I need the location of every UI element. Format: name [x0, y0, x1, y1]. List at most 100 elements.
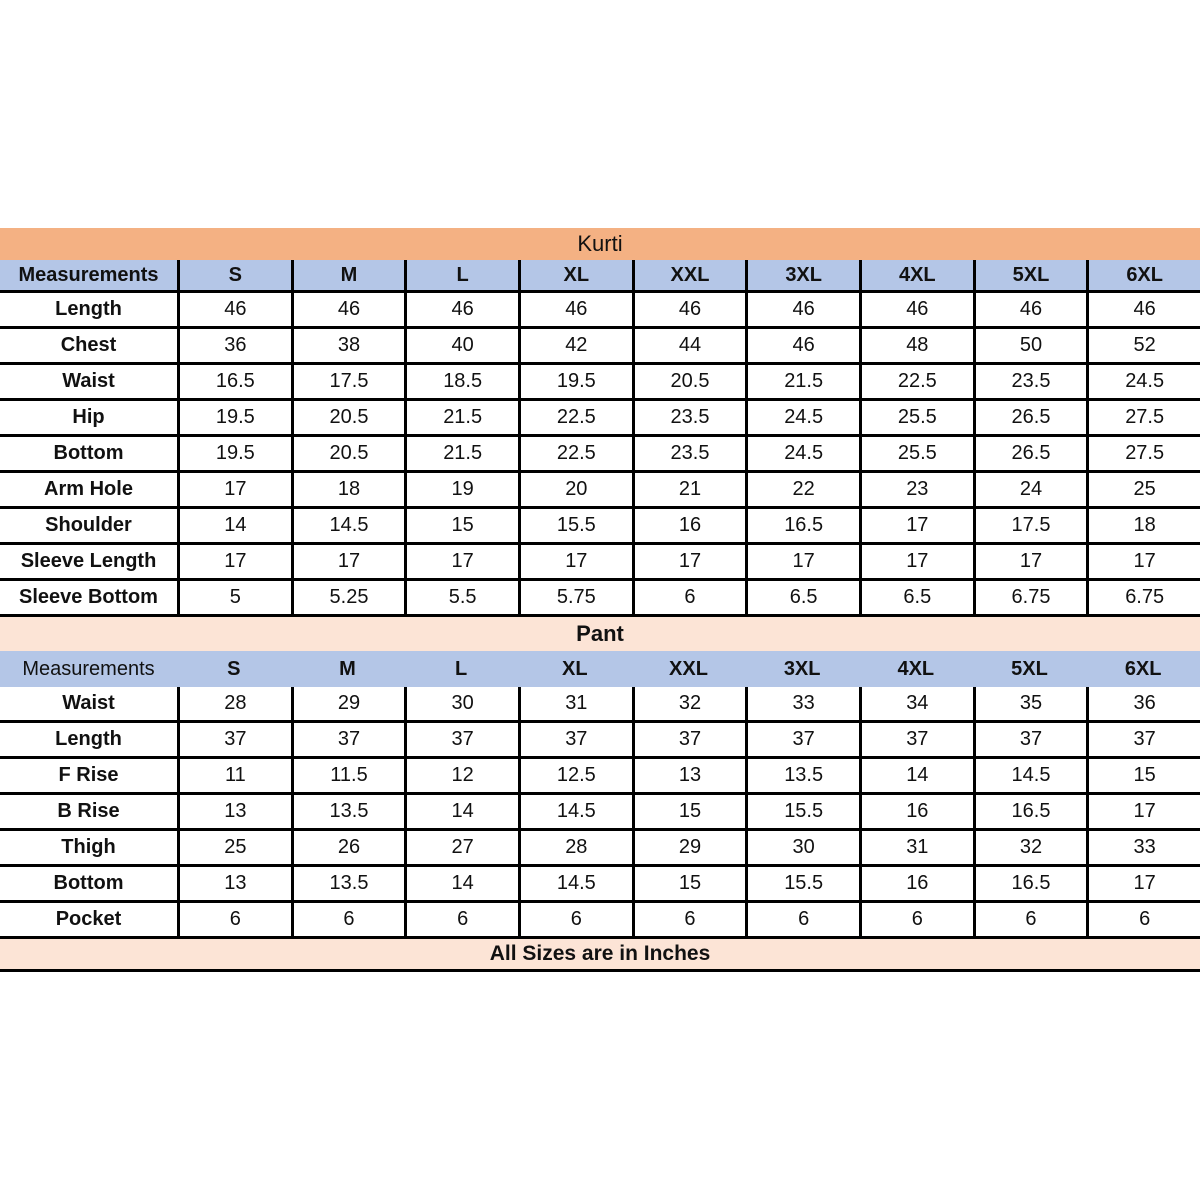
size-chart: Kurti Measurements S M L XL XXL 3XL 4XL 5XL 6XL Le… — [0, 228, 1200, 972]
pant-row-waist: Waist 28 29 30 31 32 33 34 35 36 — [0, 687, 1200, 723]
value-cell: 24 — [972, 473, 1087, 506]
value-cell: 33 — [745, 687, 859, 720]
value-cell: 16.5 — [972, 795, 1087, 828]
value-cell: 25.5 — [858, 437, 973, 470]
value-cell: 37 — [404, 723, 518, 756]
kurti-table: Measurements S M L XL XXL 3XL 4XL 5XL 6XL Length 46… — [0, 260, 1200, 617]
row-label: Waist — [62, 692, 115, 714]
value-cell: 19.5 — [177, 401, 291, 434]
value-cell: 27.5 — [1086, 437, 1200, 470]
kurti-size-header: S — [177, 260, 291, 290]
value-cell: 52 — [1086, 329, 1200, 362]
footer-note: All Sizes are in Inches — [489, 942, 711, 965]
value-cell: 16 — [858, 795, 973, 828]
value-cell: 12.5 — [517, 759, 632, 792]
value-cell: 13 — [177, 867, 291, 900]
kurti-title: Kurti — [577, 231, 623, 256]
row-label: Bottom — [53, 442, 124, 464]
row-label: F Rise — [58, 764, 119, 786]
value-cell: 21 — [631, 473, 746, 506]
value-cell: 12 — [404, 759, 518, 792]
value-cell: 17 — [404, 545, 518, 578]
value-cell: 16.5 — [177, 365, 291, 398]
value-cell: 26.5 — [972, 437, 1087, 470]
value-cell: 28 — [177, 687, 291, 720]
value-cell: 24.5 — [745, 401, 859, 434]
row-label: Length — [55, 298, 122, 320]
kurti-row-waist: Waist 16.5 17.5 18.5 19.5 20.5 21.5 22.5 23.5 24.… — [0, 365, 1200, 401]
value-cell: 6 — [404, 903, 518, 936]
value-cell: 5 — [177, 581, 291, 614]
value-cell: 27.5 — [1086, 401, 1200, 434]
value-cell: 48 — [858, 329, 973, 362]
value-cell: 15 — [631, 795, 746, 828]
kurti-section-title-band: Kurti — [0, 228, 1200, 260]
pant-row-b-rise: B Rise 13 13.5 14 14.5 15 15.5 16 16.5 17 — [0, 795, 1200, 831]
value-cell: 37 — [177, 723, 291, 756]
pant-size-header: 3XL — [783, 657, 821, 680]
value-cell: 23.5 — [631, 401, 746, 434]
value-cell: 6.75 — [972, 581, 1087, 614]
row-label: Sleeve Length — [20, 550, 157, 572]
kurti-size-header: 5XL — [972, 260, 1087, 290]
footer-note-band: All Sizes are in Inches — [0, 939, 1200, 972]
value-cell: 17.5 — [290, 365, 405, 398]
row-label: Shoulder — [45, 514, 132, 536]
value-cell: 14 — [177, 509, 291, 542]
row-label: Waist — [62, 370, 115, 392]
value-cell: 17 — [972, 545, 1087, 578]
kurti-header-row: Measurements S M L XL XXL 3XL 4XL 5XL 6XL — [0, 260, 1200, 293]
value-cell: 34 — [858, 687, 973, 720]
kurti-measurements-header: Measurements — [18, 263, 159, 286]
value-cell: 14.5 — [517, 867, 632, 900]
value-cell: 6 — [517, 903, 632, 936]
value-cell: 5.75 — [517, 581, 632, 614]
value-cell: 13 — [177, 795, 291, 828]
value-cell: 21.5 — [404, 437, 518, 470]
value-cell: 29 — [290, 687, 405, 720]
value-cell: 5.25 — [290, 581, 405, 614]
kurti-row-arm-hole: Arm Hole 17 18 19 20 21 22 23 24 25 — [0, 473, 1200, 509]
kurti-row-chest: Chest 36 38 40 42 44 46 48 50 52 — [0, 329, 1200, 365]
value-cell: 36 — [1086, 687, 1200, 720]
pant-row-bottom: Bottom 13 13.5 14 14.5 15 15.5 16 16.5 17 — [0, 867, 1200, 903]
value-cell: 37 — [1086, 723, 1200, 756]
value-cell: 21.5 — [745, 365, 859, 398]
value-cell: 6.75 — [1086, 581, 1200, 614]
value-cell: 30 — [404, 687, 518, 720]
value-cell: 37 — [517, 723, 632, 756]
value-cell: 17 — [745, 545, 859, 578]
pant-size-header: XL — [562, 657, 588, 680]
value-cell: 46 — [177, 293, 291, 326]
value-cell: 16 — [631, 509, 746, 542]
value-cell: 22 — [745, 473, 859, 506]
kurti-size-header: 6XL — [1086, 260, 1200, 290]
value-cell: 6 — [290, 903, 405, 936]
value-cell: 22.5 — [517, 437, 632, 470]
value-cell: 46 — [1086, 293, 1200, 326]
value-cell: 23 — [858, 473, 973, 506]
value-cell: 13 — [631, 759, 746, 792]
value-cell: 5.5 — [404, 581, 518, 614]
value-cell: 28 — [517, 831, 632, 864]
value-cell: 13.5 — [290, 795, 405, 828]
kurti-row-length: Length 46 46 46 46 46 46 46 46 46 — [0, 293, 1200, 329]
row-label: Sleeve Bottom — [19, 586, 158, 608]
value-cell: 18 — [1086, 509, 1200, 542]
value-cell: 6 — [745, 903, 859, 936]
value-cell: 23.5 — [631, 437, 746, 470]
kurti-row-bottom: Bottom 19.5 20.5 21.5 22.5 23.5 24.5 25.5 26.5 27… — [0, 437, 1200, 473]
pant-size-header: 4XL — [897, 657, 935, 680]
value-cell: 36 — [177, 329, 291, 362]
pant-size-header: S — [227, 657, 241, 680]
value-cell: 25 — [1086, 473, 1200, 506]
value-cell: 21.5 — [404, 401, 518, 434]
value-cell: 32 — [631, 687, 746, 720]
pant-table: Measurements S M L XL XXL 3XL 4XL 5XL 6XL Waist 28 2… — [0, 651, 1200, 939]
row-label: Pocket — [55, 908, 122, 930]
value-cell: 11 — [177, 759, 291, 792]
value-cell: 37 — [745, 723, 859, 756]
value-cell: 46 — [858, 293, 973, 326]
kurti-size-header: 4XL — [858, 260, 973, 290]
